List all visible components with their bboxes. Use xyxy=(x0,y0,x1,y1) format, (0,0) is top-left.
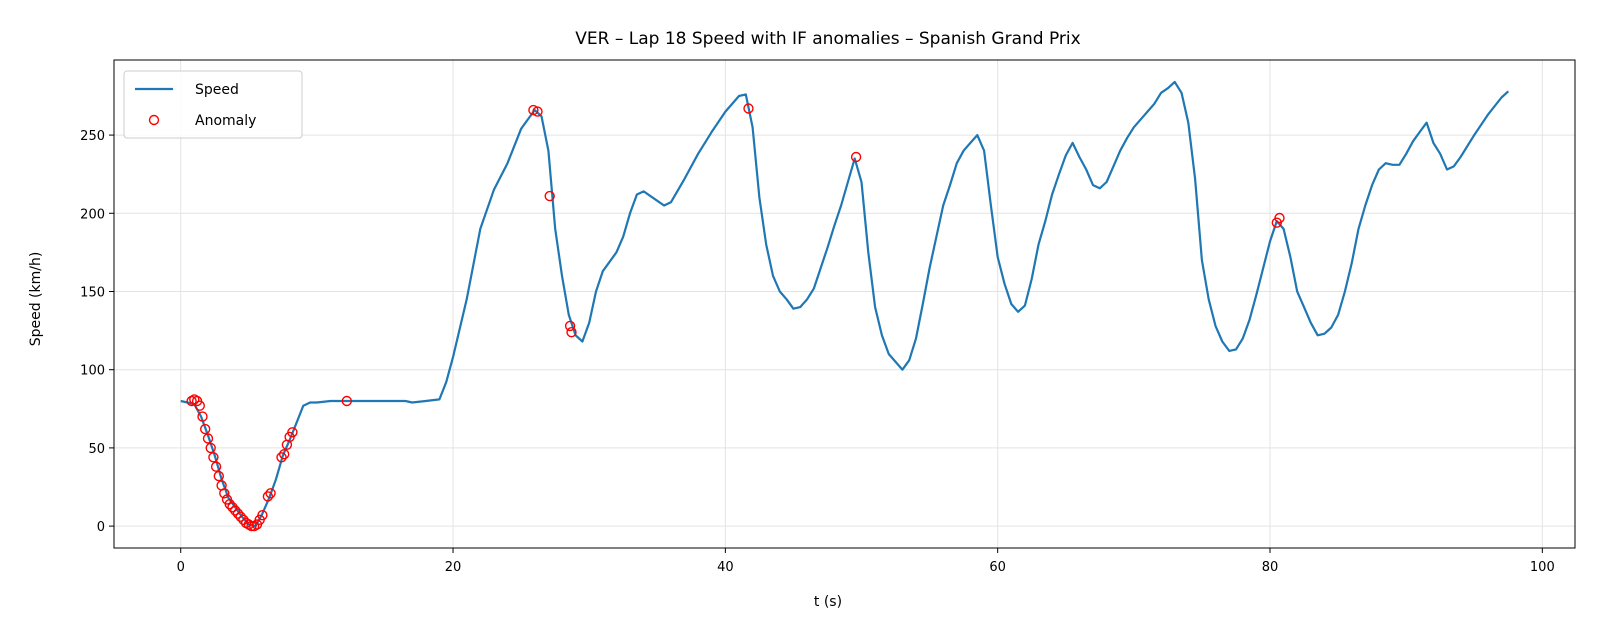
x-tick-label: 60 xyxy=(989,560,1006,575)
anomaly-point xyxy=(208,452,219,463)
grid xyxy=(114,60,1575,548)
legend: Speed Anomaly xyxy=(123,70,303,139)
legend-box xyxy=(123,70,303,139)
anomaly-point xyxy=(205,442,216,454)
y-axis-label: Speed (km/h) xyxy=(28,252,44,347)
y-tick-label: 50 xyxy=(88,442,105,457)
legend-anomaly-label: Anomaly xyxy=(195,113,256,129)
anomaly-point xyxy=(235,511,246,522)
anomaly-series xyxy=(186,103,1285,532)
speed-line xyxy=(180,80,1510,528)
y-tick-label: 250 xyxy=(80,129,105,144)
speed-series xyxy=(180,80,1510,528)
anomaly-point xyxy=(262,491,274,502)
plot-frame xyxy=(113,59,1576,549)
anomaly-point xyxy=(544,190,555,202)
anomaly-point xyxy=(219,488,230,499)
anomaly-point xyxy=(194,400,206,411)
x-tick-label: 0 xyxy=(177,560,185,575)
x-axis-label: t (s) xyxy=(814,594,842,610)
anomaly-point xyxy=(743,103,754,114)
anomaly-point xyxy=(566,327,577,338)
anomaly-point xyxy=(227,502,238,513)
x-tick-label: 20 xyxy=(445,560,462,575)
y-tick-label: 150 xyxy=(80,285,105,300)
y-tick-label: 0 xyxy=(97,520,105,535)
anomaly-point xyxy=(279,449,290,460)
x-tick-label: 100 xyxy=(1530,560,1555,575)
anomaly-point xyxy=(232,508,244,519)
anomaly-point xyxy=(265,488,276,499)
anomaly-point xyxy=(229,505,241,516)
anomaly-point xyxy=(210,461,222,472)
anomaly-point xyxy=(564,320,576,332)
y-tick-label: 200 xyxy=(80,207,105,222)
anomaly-point xyxy=(243,519,255,530)
anomaly-point xyxy=(186,395,197,407)
anomaly-point xyxy=(197,411,208,422)
anomaly-point xyxy=(224,499,235,510)
anomaly-point xyxy=(213,470,225,482)
anomaly-point xyxy=(850,151,862,163)
anomaly-point xyxy=(257,510,268,521)
x-tick-label: 80 xyxy=(1262,560,1279,575)
anomaly-point xyxy=(1274,212,1285,224)
anomaly-point xyxy=(287,427,298,438)
legend-speed-label: Speed xyxy=(195,82,239,98)
chart-title: VER – Lap 18 Speed with IF anomalies – S… xyxy=(575,29,1080,49)
y-tick-label: 100 xyxy=(80,364,105,379)
anomaly-point xyxy=(246,520,257,532)
x-tick-label: 40 xyxy=(717,560,734,575)
anomaly-point xyxy=(341,395,352,407)
anomaly-point xyxy=(276,452,287,463)
axis-ticks: 0 20 40 60 80 100 0 50 100 150 200 250 xyxy=(80,129,1555,575)
anomaly-point xyxy=(532,106,543,117)
anomaly-point xyxy=(202,433,214,444)
legend-anomaly-swatch xyxy=(148,114,160,126)
anomaly-point xyxy=(199,423,211,435)
